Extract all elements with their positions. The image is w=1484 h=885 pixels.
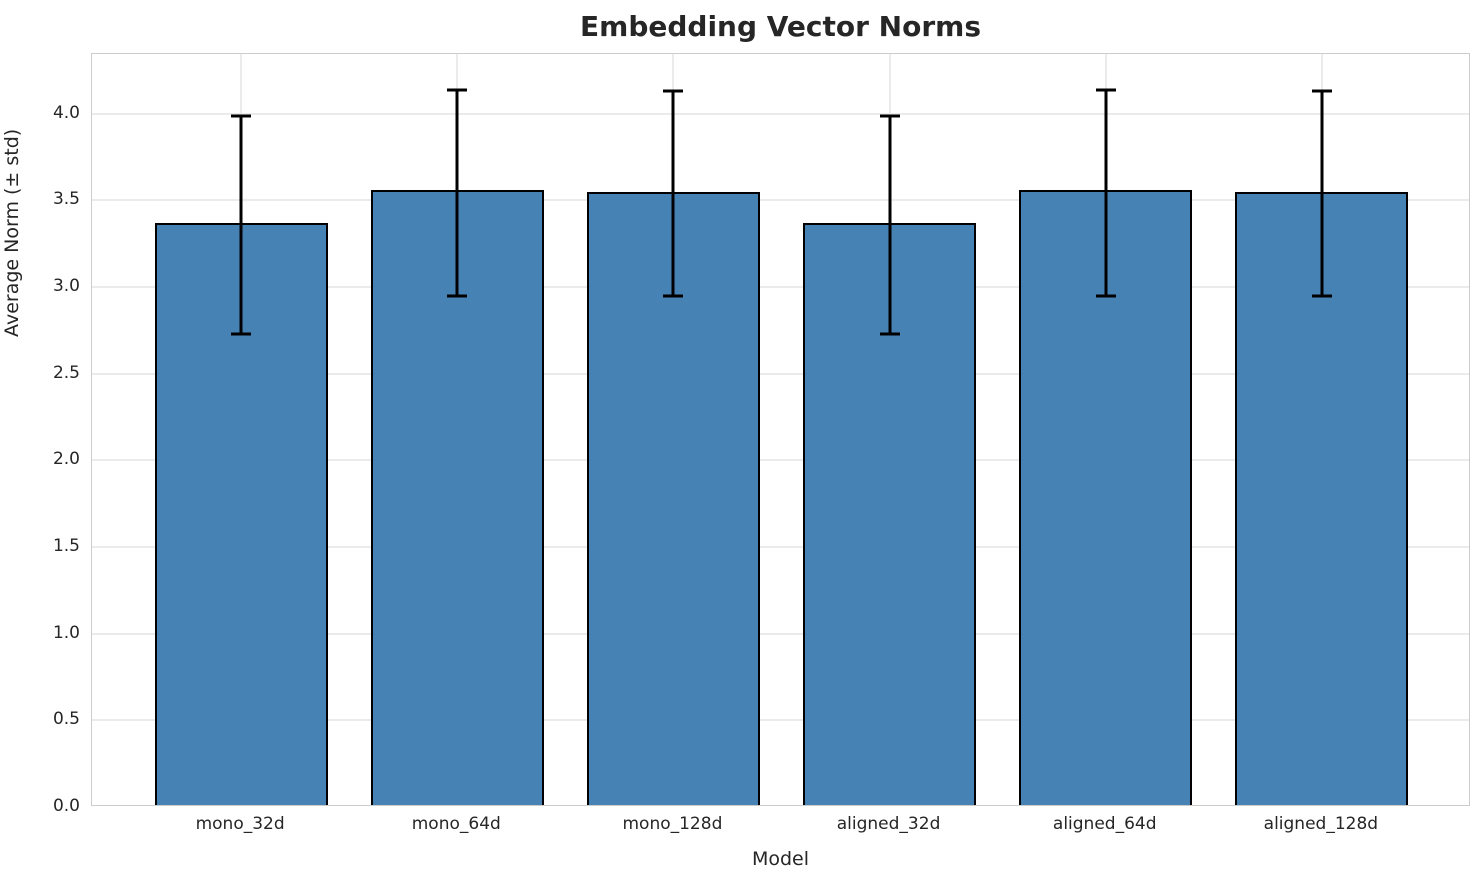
error-cap-bottom-aligned_128d (1311, 294, 1332, 298)
y-tick-label-0.5: 0.5 (52, 709, 80, 730)
y-tick-label-3.0: 3.0 (52, 276, 80, 297)
h-gridline-1.0 (92, 632, 1469, 635)
x-tick-label-mono_128d: mono_128d (622, 814, 723, 834)
error-cap-top-mono_32d (231, 114, 252, 118)
error-cap-bottom-mono_128d (663, 294, 684, 298)
error-cap-top-aligned_32d (879, 114, 900, 118)
error-bar-mono_128d (671, 91, 675, 296)
y-tick-label-1.5: 1.5 (52, 536, 80, 557)
error-cap-bottom-aligned_64d (1095, 294, 1116, 298)
y-tick-label-0.0: 0.0 (52, 796, 80, 816)
x-tick-label-mono_64d: mono_64d (411, 814, 501, 834)
x-axis-label: Model (751, 848, 810, 870)
h-gridline-2.5 (92, 372, 1469, 375)
plot-area (91, 53, 1470, 806)
y-tick-label-1.0: 1.0 (52, 622, 80, 643)
h-gridline-1.5 (92, 546, 1469, 549)
error-cap-top-mono_64d (447, 88, 468, 92)
error-cap-top-aligned_128d (1311, 89, 1332, 93)
y-tick-label-4.0: 4.0 (52, 102, 80, 123)
h-gridline-0.5 (92, 719, 1469, 722)
chart-title: Embedding Vector Norms (580, 10, 981, 43)
error-bar-mono_64d (455, 89, 459, 296)
error-bar-mono_32d (239, 115, 243, 334)
error-cap-bottom-mono_64d (447, 294, 468, 298)
error-cap-bottom-aligned_32d (879, 332, 900, 336)
x-tick-label-mono_32d: mono_32d (195, 814, 285, 834)
h-gridline-2.0 (92, 459, 1469, 462)
x-tick-label-aligned_64d: aligned_64d (1052, 814, 1157, 834)
h-gridline-3.5 (92, 199, 1469, 202)
y-tick-label-3.5: 3.5 (52, 189, 80, 210)
h-gridline-4.0 (92, 112, 1469, 115)
error-bar-aligned_64d (1104, 89, 1108, 296)
error-cap-bottom-mono_32d (231, 332, 252, 336)
error-cap-top-mono_128d (663, 89, 684, 93)
error-bar-aligned_128d (1320, 91, 1324, 296)
x-tick-label-aligned_32d: aligned_32d (836, 814, 941, 834)
y-axis-label: Average Norm (± std) (1, 128, 23, 337)
x-tick-label-aligned_128d: aligned_128d (1263, 814, 1379, 834)
h-gridline-3.0 (92, 286, 1469, 289)
error-cap-top-aligned_64d (1095, 88, 1116, 92)
error-bar-aligned_32d (888, 115, 892, 334)
y-tick-label-2.5: 2.5 (52, 362, 80, 383)
y-tick-label-2.0: 2.0 (52, 449, 80, 470)
